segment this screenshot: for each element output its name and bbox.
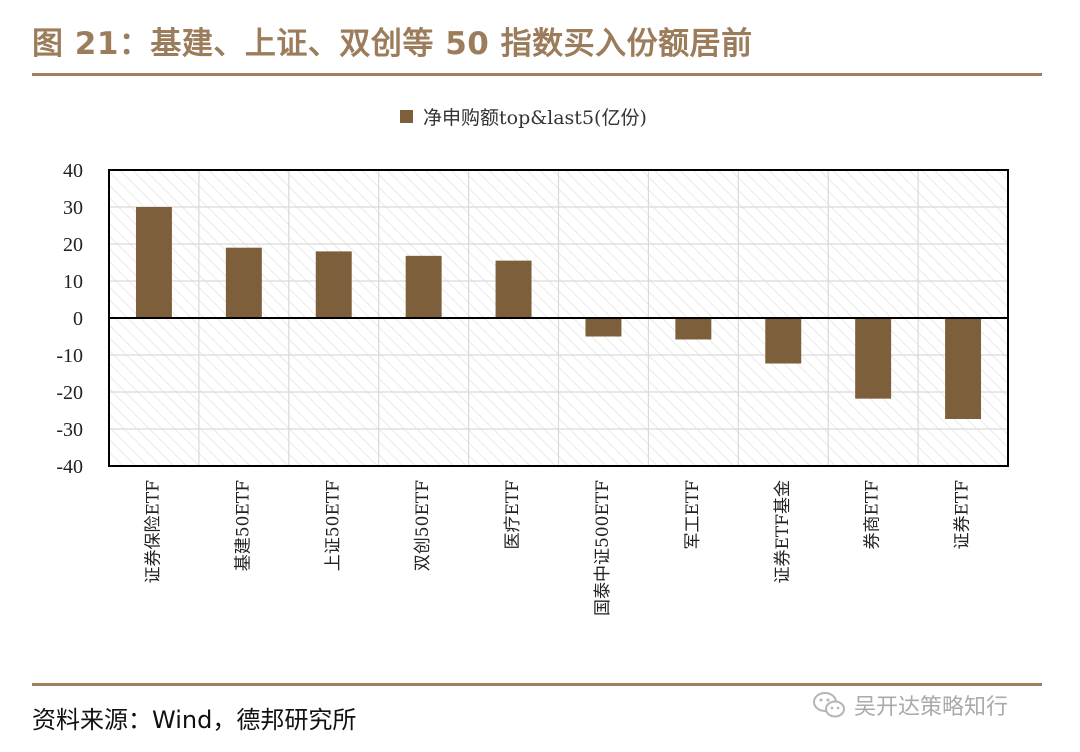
y-tick-label: 0: [73, 308, 83, 330]
x-category-label: 证券ETF基金: [773, 480, 793, 584]
y-tick-label: 30: [63, 197, 83, 219]
y-tick-label: -20: [56, 382, 83, 404]
x-category-label: 国泰中证500ETF: [593, 480, 613, 616]
x-category-label: 基建50ETF: [233, 480, 253, 571]
bar-chart: 40 30 20 10 0 -10 -20 -30 -40 证券保险ETF 基建50ETF 上证50E…: [56, 160, 1009, 616]
legend-swatch: [400, 109, 413, 123]
y-tick-label: 20: [63, 234, 83, 256]
source-note: 资料来源：Wind，德邦研究所: [32, 706, 357, 734]
axes: [108, 169, 1009, 467]
x-category-label: 双创50ETF: [413, 480, 433, 571]
legend-label: 净申购额top&last5(亿份): [423, 106, 647, 129]
y-tick-label: -10: [56, 345, 83, 367]
bar: [135, 207, 172, 318]
bottom-rule: [32, 683, 1042, 686]
x-category-label: 证券ETF: [953, 480, 973, 550]
x-category-label: 证券保险ETF: [143, 480, 163, 584]
axis-labels: 40 30 20 10 0 -10 -20 -30 -40 证券保险ETF 基建50ETF 上证50E…: [56, 160, 972, 616]
bar: [315, 251, 352, 318]
top-rule: [32, 73, 1042, 76]
y-tick-label: 40: [63, 160, 83, 182]
y-tick-label: -40: [56, 456, 83, 478]
watermark: 吴开达策略知行: [812, 688, 1008, 722]
bar: [765, 318, 802, 364]
legend: 净申购额top&last5(亿份): [400, 104, 647, 129]
wechat-icon: [813, 692, 845, 718]
bar: [495, 260, 532, 318]
x-category-label: 医疗ETF: [503, 480, 523, 550]
bars: [135, 207, 982, 420]
bar: [405, 255, 442, 318]
x-category-label: 军工ETF: [683, 480, 703, 550]
watermark-text: 吴开达策略知行: [854, 695, 1009, 720]
figure-title: 图 21：基建、上证、双创等 50 指数买入份额居前: [32, 26, 753, 62]
x-category-label: 券商ETF: [863, 480, 883, 550]
bar: [225, 247, 262, 318]
bar: [675, 318, 712, 340]
y-tick-label: 10: [63, 271, 83, 293]
bar: [585, 318, 622, 337]
y-tick-label: -30: [56, 419, 83, 441]
x-category-label: 上证50ETF: [323, 480, 343, 571]
bar: [855, 318, 892, 399]
bar: [945, 318, 982, 420]
